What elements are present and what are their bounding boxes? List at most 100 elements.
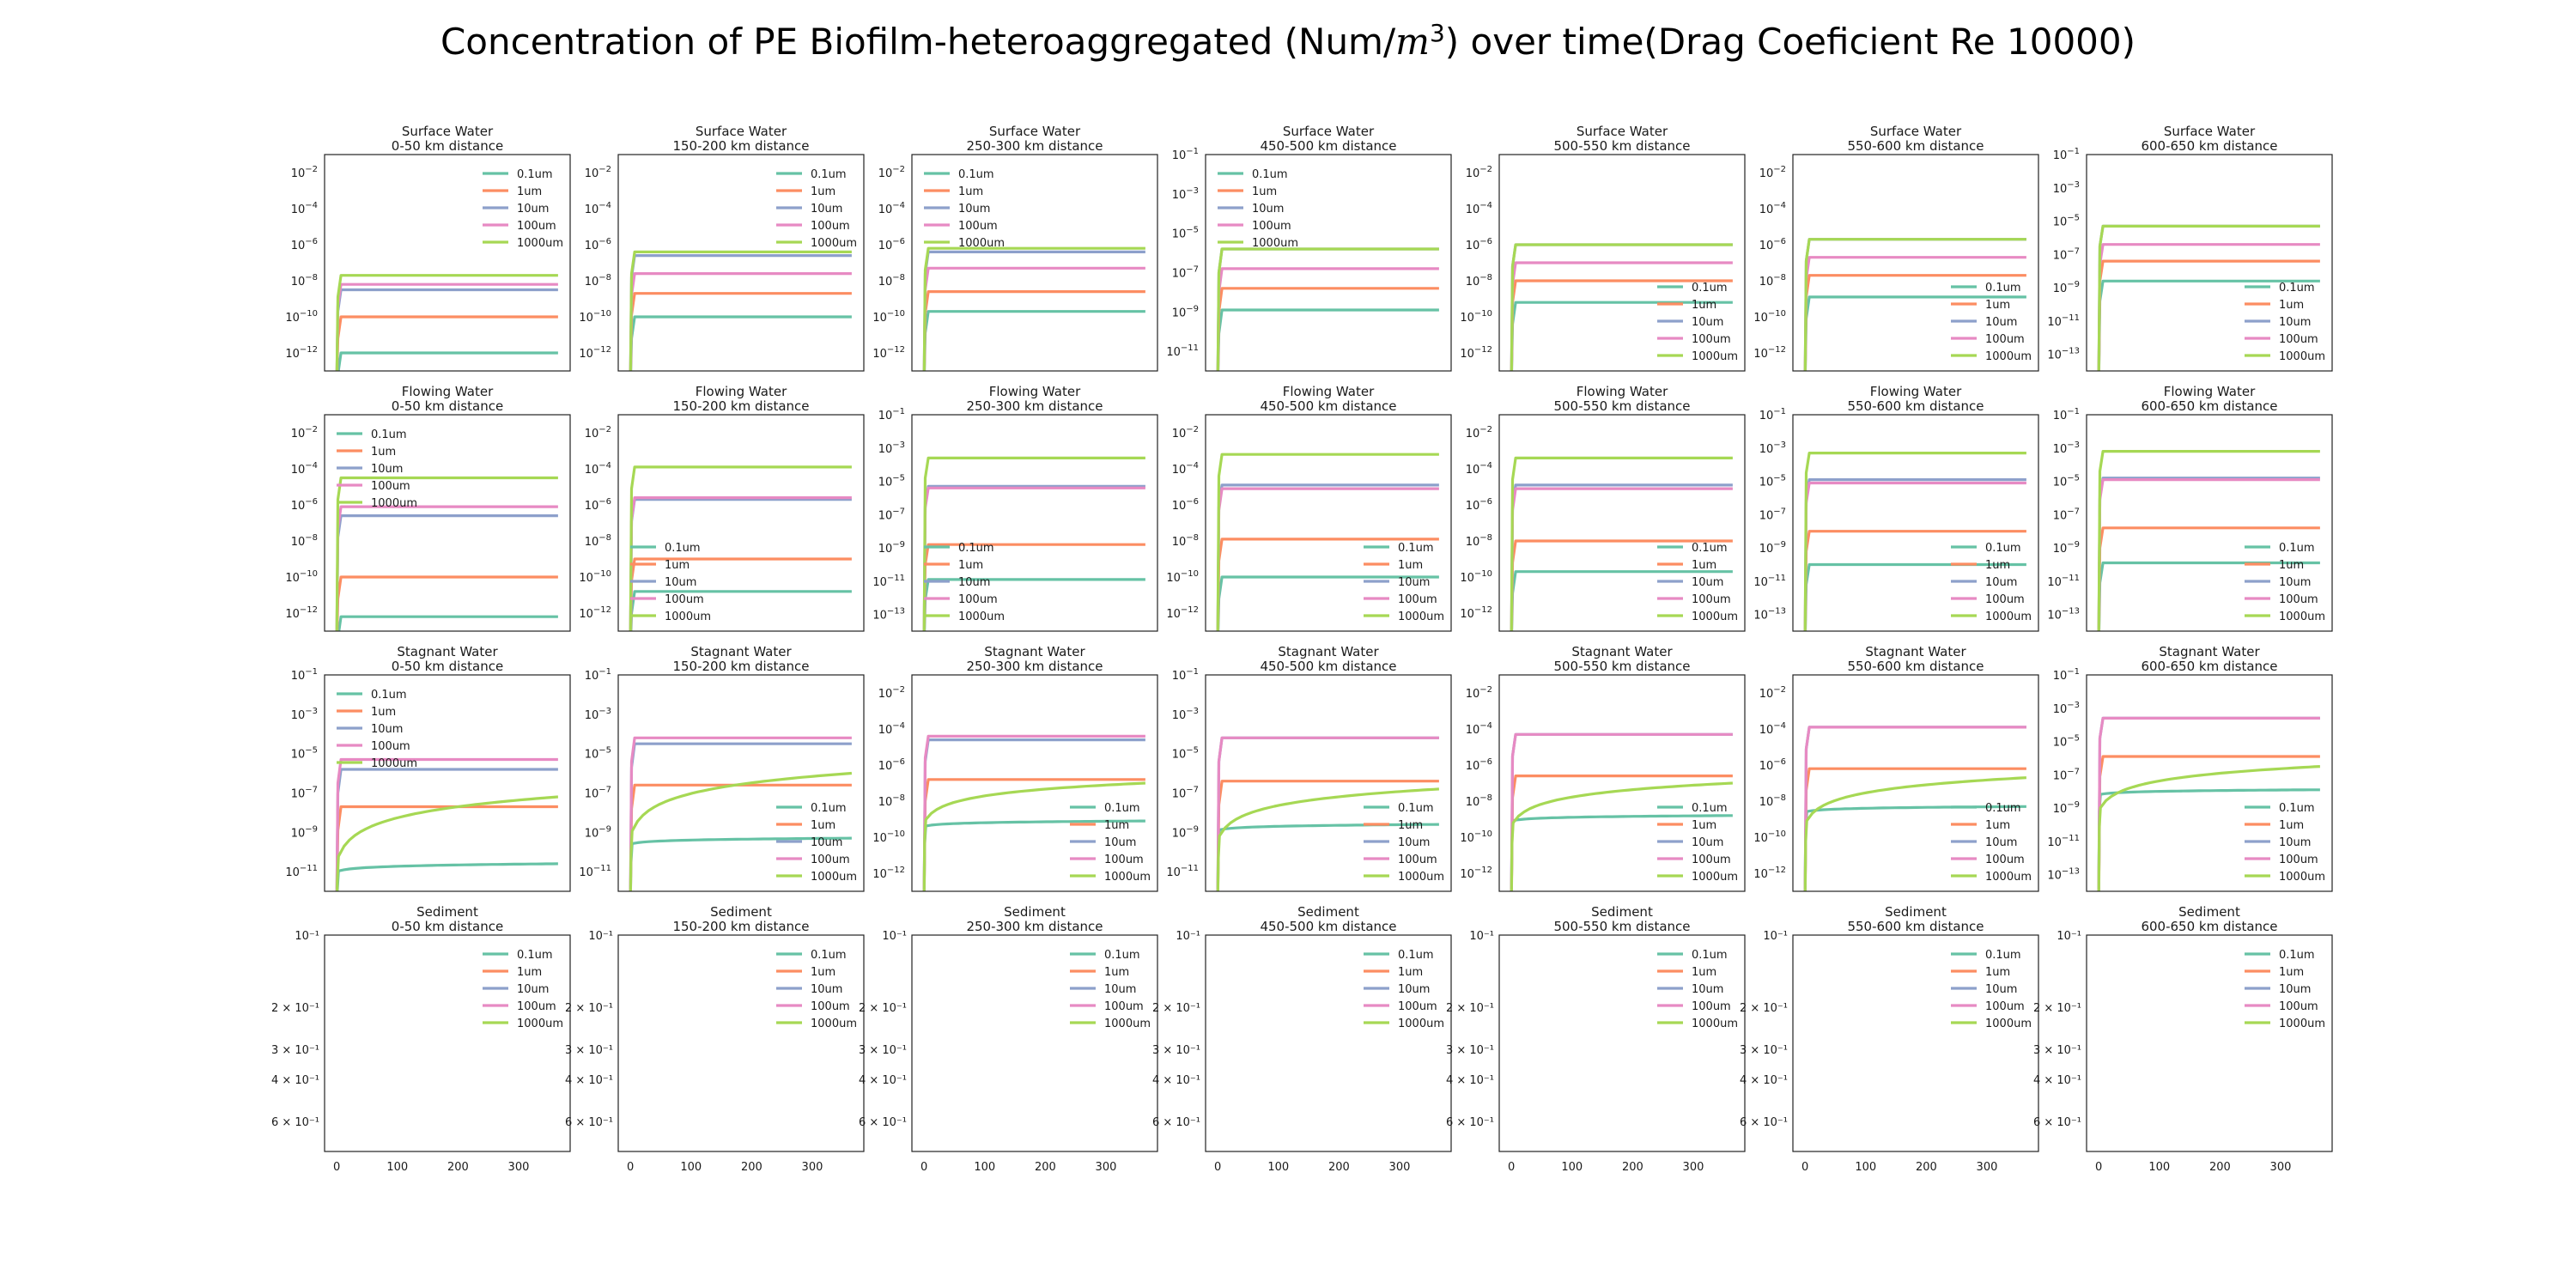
series-line-1000um xyxy=(2097,450,2320,631)
y-tick-label: 10−3 xyxy=(291,707,318,722)
legend: 0.1um 1um 10um 100um 1000um xyxy=(1951,949,2032,1030)
y-tick-label: 6 × 10⁻¹ xyxy=(565,1116,613,1129)
series-group xyxy=(335,274,558,371)
series-line-1000um xyxy=(2097,765,2320,891)
legend-label: 1um xyxy=(665,559,690,572)
legend-label: 100um xyxy=(2279,333,2318,346)
legend-label: 1000um xyxy=(811,1018,857,1030)
panel-subtitle: 550-600 km distance xyxy=(1847,659,1984,674)
legend-label: 1000um xyxy=(517,237,563,250)
legend: 0.1um 1um 10um 100um 1000um xyxy=(337,428,417,510)
legend-label: 0.1um xyxy=(811,802,847,815)
legend-label: 1um xyxy=(371,706,396,719)
y-tick-label: 10−7 xyxy=(1172,785,1199,800)
series-line-100um xyxy=(335,283,558,371)
panel-title: Stagnant Water xyxy=(1571,644,1673,659)
y-tick-label: 10−2 xyxy=(291,165,318,180)
legend: 0.1um 1um 10um 100um 1000um xyxy=(2245,949,2325,1030)
series-line-1000um xyxy=(1216,453,1439,631)
series-line-1000um xyxy=(629,771,853,891)
panel-subtitle: 250-300 km distance xyxy=(966,398,1103,414)
x-tick-label: 0 xyxy=(1508,1161,1515,1174)
legend-label: 1um xyxy=(958,185,983,198)
y-tick-label: 10−3 xyxy=(1759,440,1786,456)
legend-label: 1000um xyxy=(811,237,857,250)
y-tick-label: 10−12 xyxy=(579,605,611,621)
y-tick-label: 10−2 xyxy=(878,685,905,701)
legend-label: 100um xyxy=(811,1000,850,1013)
panel-frame xyxy=(911,674,1158,892)
series-group xyxy=(629,250,852,371)
y-tick-label: 2 × 10⁻¹ xyxy=(271,1002,319,1015)
legend: 0.1um 1um 10um 100um 1000um xyxy=(1218,168,1298,250)
panel-title: Surface Water xyxy=(989,124,1081,139)
y-tick-label: 10−11 xyxy=(1753,574,1786,589)
y-tick-label: 10−11 xyxy=(1166,343,1199,359)
y-tick-label: 10−6 xyxy=(585,237,611,252)
series-line-1000um xyxy=(335,795,559,891)
legend-label: 0.1um xyxy=(1985,802,2021,815)
panel-title: Flowing Water xyxy=(1870,384,1962,399)
figure-title-suffix: ) over time(Drag Coeficient Re 10000) xyxy=(1444,21,2136,63)
legend-label: 100um xyxy=(1398,1000,1437,1013)
y-tick-label: 10−5 xyxy=(2053,214,2080,229)
panel-title: Surface Water xyxy=(1870,124,1962,139)
legend: 0.1um 1um 10um 100um 1000um xyxy=(1657,282,1738,363)
y-tick-label: 10−11 xyxy=(2047,574,2080,589)
legend-label: 1000um xyxy=(1985,871,2032,884)
x-tick-label: 300 xyxy=(802,1161,823,1174)
legend-label: 10um xyxy=(1398,836,1430,849)
legend-label: 1000um xyxy=(1104,1018,1151,1030)
panel-title: Stagnant Water xyxy=(397,644,498,659)
legend: 0.1um 1um 10um 100um 1000um xyxy=(1657,949,1738,1030)
panel-frame xyxy=(1498,934,1746,1152)
series-group xyxy=(335,476,558,631)
y-tick-label: 10⁻¹ xyxy=(2057,930,2081,943)
series-line-0.1um xyxy=(922,819,1145,891)
legend-label: 100um xyxy=(1104,1000,1144,1013)
legend-label: 10um xyxy=(1252,203,1284,216)
legend: 0.1um 1um 10um 100um 1000um xyxy=(1364,802,1444,884)
series-line-1000um xyxy=(1803,452,2026,631)
legend-label: 1um xyxy=(1985,299,2010,312)
panel-frame xyxy=(324,414,571,632)
y-tick-label: 10−2 xyxy=(1759,685,1786,701)
legend-label: 10um xyxy=(665,576,696,589)
y-tick-label: 10−5 xyxy=(2053,734,2080,750)
legend-label: 0.1um xyxy=(1398,802,1434,815)
legend-label: 0.1um xyxy=(1104,802,1140,815)
x-tick-label: 100 xyxy=(386,1161,408,1174)
legend: 0.1um 1um 10um 100um 1000um xyxy=(483,949,563,1030)
panel-subtitle: 500-550 km distance xyxy=(1553,659,1690,674)
panel-frame xyxy=(1792,674,2039,892)
legend-label: 100um xyxy=(1252,220,1291,233)
legend: 0.1um 1um 10um 100um 1000um xyxy=(1070,949,1151,1030)
legend-label: 10um xyxy=(517,203,549,216)
series-line-0.1um xyxy=(629,315,852,371)
y-tick-label: 10−6 xyxy=(291,237,318,252)
panel-title: Flowing Water xyxy=(1577,384,1668,399)
x-tick-label: 100 xyxy=(1267,1161,1289,1174)
x-tick-label: 0 xyxy=(333,1161,340,1174)
panel-frame xyxy=(1205,414,1452,632)
legend-label: 1000um xyxy=(1692,871,1738,884)
legend-label: 100um xyxy=(1398,593,1437,606)
y-tick-label: 10−12 xyxy=(1460,345,1492,361)
y-tick-label: 10−2 xyxy=(1466,685,1492,701)
x-tick-label: 100 xyxy=(974,1161,995,1174)
legend-label: 1um xyxy=(1692,966,1716,979)
series-line-1000um xyxy=(922,781,1145,891)
y-tick-label: 10−4 xyxy=(878,201,905,216)
panel-subtitle: 450-500 km distance xyxy=(1260,659,1396,674)
y-tick-label: 6 × 10⁻¹ xyxy=(271,1116,319,1129)
legend-label: 1um xyxy=(2279,559,2304,572)
panel-frame xyxy=(911,414,1158,632)
y-tick-label: 10−12 xyxy=(285,345,318,361)
